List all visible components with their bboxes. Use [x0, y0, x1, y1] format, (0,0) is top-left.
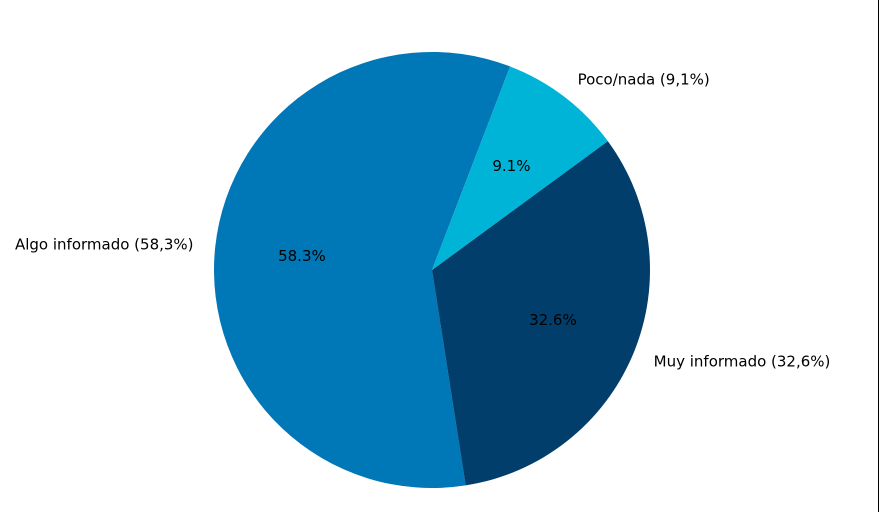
slice-category-label-1: Muy informado (32,6%) [654, 353, 831, 371]
slice-percent-label-0: 58.3% [278, 247, 326, 265]
pie-slice-0 [213, 51, 511, 489]
pie-slice-1 [432, 141, 650, 486]
slice-percent-label-2: 9.1% [492, 157, 530, 175]
slice-category-label-0: Algo informado (58,3%) [15, 236, 194, 254]
slice-percent-label-1: 32.6% [529, 311, 577, 329]
figure-border [878, 0, 879, 512]
slice-category-label-2: Poco/nada (9,1%) [578, 70, 710, 88]
pie-slice-2 [432, 66, 608, 271]
